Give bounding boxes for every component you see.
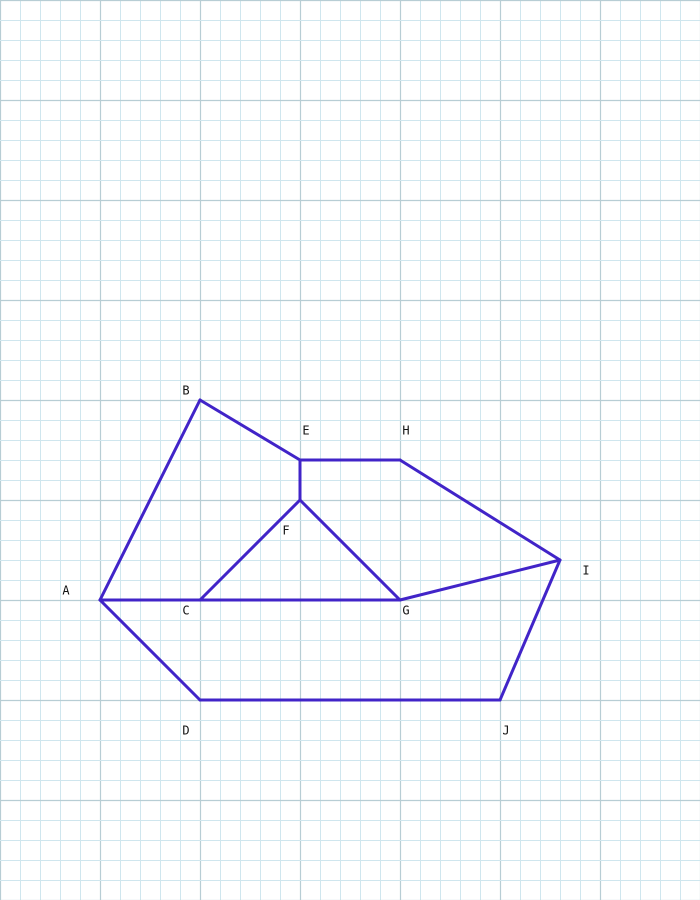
point-label-b: B: [182, 384, 189, 398]
polygon-edges: [98, 398, 562, 702]
edge-fg: [298, 498, 402, 602]
edge-cf: [198, 498, 302, 602]
edge-be: [198, 398, 302, 462]
edge-hi: [398, 458, 562, 562]
point-label-i: I: [582, 564, 589, 578]
point-label-h: H: [402, 424, 409, 438]
point-label-e: E: [302, 424, 309, 438]
point-label-a: A: [62, 584, 70, 598]
point-label-c: C: [182, 604, 189, 618]
point-label-g: G: [402, 604, 409, 618]
edge-gi: [398, 558, 562, 602]
point-labels: A B C D E F G H I J: [62, 384, 589, 738]
edge-da: [98, 598, 202, 702]
point-label-j: J: [502, 724, 509, 738]
edge-ab: [98, 398, 202, 602]
point-label-f: F: [282, 524, 289, 538]
point-label-d: D: [182, 724, 189, 738]
edge-ij: [498, 558, 562, 702]
